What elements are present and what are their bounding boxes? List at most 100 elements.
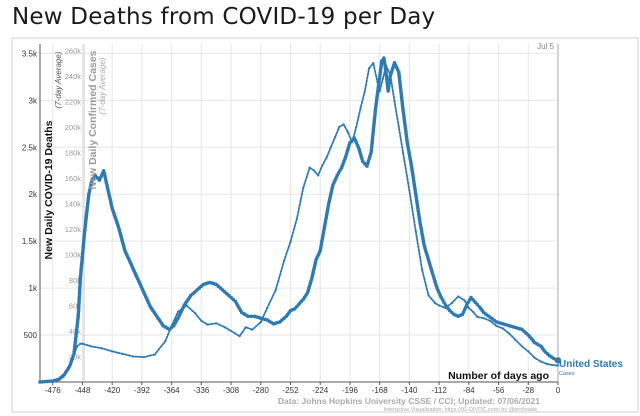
- cases-point: [533, 356, 536, 359]
- cases-point: [508, 332, 511, 335]
- cases-point: [283, 259, 286, 262]
- deaths-point: [93, 173, 97, 178]
- y2-tick-label: 100k: [65, 250, 82, 259]
- deaths-point: [348, 140, 352, 145]
- y-tick-label: 3k: [29, 96, 38, 105]
- x-tick-label: -28: [522, 386, 534, 395]
- cases-point: [482, 317, 485, 320]
- cases-point: [514, 338, 517, 341]
- cases-point: [81, 342, 84, 345]
- cases-point: [223, 326, 226, 329]
- cases-point: [132, 355, 135, 358]
- x-tick-label: -420: [104, 386, 121, 395]
- cases-point: [274, 289, 277, 292]
- x-tick-label: -84: [463, 386, 475, 395]
- cases-point: [342, 123, 345, 126]
- cases-point: [450, 301, 453, 304]
- cases-point: [121, 352, 124, 355]
- cases-point: [317, 174, 320, 177]
- deaths-point: [360, 159, 365, 164]
- page-title: New Deaths from COVID-19 per Day: [12, 4, 436, 30]
- y2-tick-label: 260k: [65, 46, 82, 55]
- y-tick-label: 3.5k: [22, 49, 38, 58]
- cases-point: [355, 125, 358, 128]
- cases-point: [193, 312, 197, 315]
- series-end-label: United States: [559, 359, 623, 370]
- series-end-point: [554, 357, 562, 364]
- cases-point: [393, 100, 396, 103]
- credit-note: Interactive Visualization: https://91-DI…: [384, 407, 541, 413]
- series-end-sublabel: Cases: [559, 371, 575, 377]
- cases-point: [527, 350, 530, 353]
- y2-axis-title: New Daily Confirmed Cases: [87, 50, 99, 189]
- cases-point: [401, 151, 405, 154]
- x-tick-label: -168: [372, 386, 389, 395]
- cases-point: [200, 319, 203, 322]
- deaths-point: [297, 302, 301, 306]
- x-tick-label: -476: [45, 386, 62, 395]
- cases-point: [476, 315, 479, 319]
- x-axis-ticks: -476 -448 -420 -392 -364 -336 -308 -280 -252 -224…: [45, 382, 561, 395]
- y-tick-label: 2.5k: [22, 143, 38, 152]
- cases-point: [408, 189, 411, 192]
- cases-point: [433, 301, 436, 304]
- y-axis-title: New Daily COVID-19 Deaths: [43, 120, 55, 259]
- cases-point: [554, 364, 558, 367]
- cases-point: [363, 90, 366, 93]
- cases-point: [546, 363, 549, 366]
- x-tick-label: -56: [493, 386, 505, 395]
- cases-point: [259, 321, 262, 324]
- deaths-point: [350, 138, 354, 142]
- y2-axis-subtitle: (7-day Average): [98, 57, 107, 114]
- cases-point: [215, 322, 218, 325]
- y2-tick-label: 240k: [65, 72, 82, 81]
- cases-point: [359, 106, 362, 109]
- cases-point: [467, 306, 470, 310]
- y2-tick-label: 60k: [69, 301, 81, 310]
- x-tick-label: -224: [312, 386, 329, 395]
- cases-point: [372, 62, 375, 65]
- deaths-point: [293, 307, 297, 311]
- cases-point: [325, 156, 328, 159]
- series-layer: [38, 56, 562, 384]
- y2-tick-label: 220k: [65, 97, 82, 106]
- cases-point: [142, 356, 146, 359]
- cases-point: [457, 295, 460, 298]
- y2-tick-label: 140k: [65, 199, 82, 208]
- y2-tick-label: 180k: [65, 148, 82, 157]
- x-axis-title: Number of days ago: [448, 370, 549, 382]
- cases-point: [501, 327, 504, 330]
- cases-point: [414, 230, 417, 233]
- deaths-point: [363, 161, 367, 166]
- chart-frame: [11, 37, 639, 413]
- y-tick-label: 1k: [29, 284, 38, 293]
- cases-point: [289, 240, 292, 243]
- deaths-point: [475, 302, 480, 307]
- deaths-point: [295, 304, 299, 309]
- y-tick-label: 500: [24, 331, 38, 340]
- x-tick-label: -196: [342, 386, 359, 395]
- cases-point: [176, 310, 180, 313]
- cases-point: [111, 350, 114, 353]
- grid: [40, 44, 559, 382]
- cases-point: [489, 319, 492, 322]
- deaths-point: [246, 314, 250, 319]
- x-tick-label: -280: [253, 386, 270, 395]
- deaths-point: [471, 298, 475, 302]
- cases-point: [346, 130, 349, 134]
- cases-point: [556, 364, 560, 367]
- deaths-point: [45, 379, 50, 384]
- cases-point: [550, 363, 553, 366]
- x-tick-label: -336: [193, 386, 210, 395]
- cases-point: [539, 360, 543, 363]
- date-label: Jul 5: [537, 42, 554, 51]
- cases-point: [334, 136, 337, 139]
- cases-point: [230, 329, 233, 333]
- cases-point: [79, 342, 82, 345]
- right-axis-ticks: 20k40k60k80k100k120k140k160k180k200k220k…: [65, 46, 82, 361]
- deaths-point: [469, 295, 473, 300]
- source-note: Data: Johns Hopkins University CSSE / CC…: [278, 396, 540, 406]
- deaths-point: [40, 380, 45, 384]
- cases-point: [463, 299, 466, 302]
